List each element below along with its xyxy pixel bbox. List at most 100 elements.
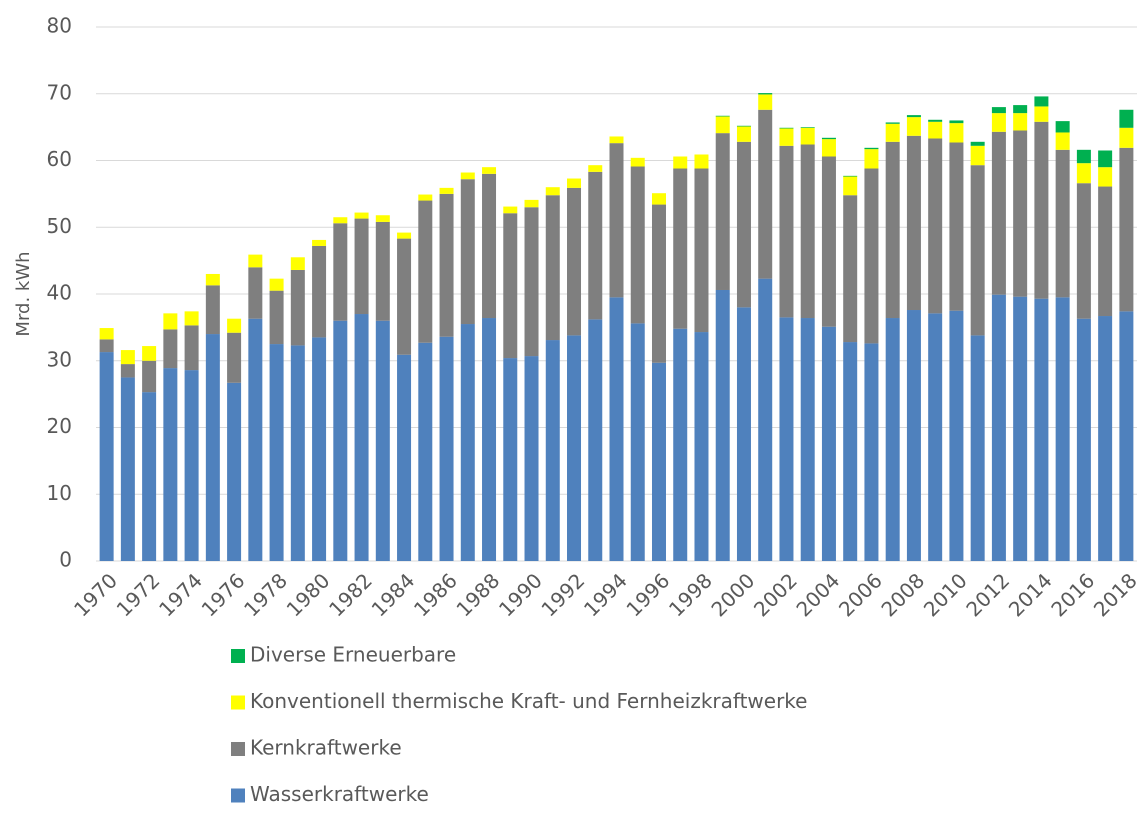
bar-segment [715,115,730,117]
x-tick-label: 2010 [919,568,972,621]
y-tick-label: 60 [47,147,72,171]
y-tick-label: 0 [59,548,72,572]
bar-segment [397,238,412,355]
bar-segment [1034,121,1049,299]
bar-segment [694,168,709,333]
bar-segment [354,314,369,561]
bar-segment [142,360,157,393]
bar-segment [460,324,475,561]
bar-segment [864,149,879,169]
bar-segment [651,362,666,561]
bar-segment [248,318,263,561]
bar-segment [567,187,582,336]
bar-segment [227,318,242,333]
bar-segment [503,358,518,561]
legend-label: Kernkraftwerke [250,736,402,760]
legend-swatch [231,695,245,710]
bar-segment [184,311,199,326]
bar-segment [163,313,178,330]
bar-segment [651,193,666,205]
bar-segment [1119,147,1134,312]
legend-label: Diverse Erneuerbare [250,643,456,667]
bar-segment [312,239,327,246]
bar-segment [1034,298,1049,561]
y-tick-label: 40 [47,281,72,305]
bar-segment [1034,96,1049,107]
bar-segment [333,217,348,224]
x-tick-label: 1982 [324,568,377,621]
x-tick-label: 1992 [536,568,589,621]
y-tick-label: 80 [47,14,72,38]
bar-segment [970,335,985,561]
bar-segment [970,141,985,146]
bar-segment [864,147,879,150]
bar-segment [120,350,135,365]
bar-segment [184,325,199,371]
bar-segment [205,285,220,335]
bar-segment [312,337,327,561]
x-tick-label: 1996 [621,568,674,621]
bar-segment [673,156,688,169]
x-tick-label: 2000 [706,568,759,621]
bar-segment [269,344,284,561]
bar-segment [1055,132,1070,150]
bar-segment [928,313,943,561]
bar-segment [736,126,751,142]
bar-segment [375,320,390,561]
bar-segment [248,254,263,268]
bar-segment [630,323,645,561]
x-tick-label: 1974 [154,568,207,621]
bar-segment [949,310,964,561]
bar-segment [779,127,794,129]
bar-segment [120,364,135,378]
bar-segment [142,346,157,361]
x-tick-label: 1972 [112,568,165,621]
y-axis-title: Mrd. kWh [13,251,34,336]
bar-segment [545,340,560,561]
bar-segment [1055,149,1070,298]
bar-segment [630,157,645,167]
x-tick-label: 1984 [367,568,420,621]
x-tick-label: 1970 [69,568,122,621]
y-tick-label: 30 [47,347,72,371]
bar-segment [843,342,858,561]
bar-segment [418,194,433,201]
bar-segment [439,193,454,337]
bar-segment [460,172,475,180]
bar-segment [609,136,624,144]
bar-segment [821,326,836,561]
bar-segment [928,121,943,139]
bar-segment [205,273,220,286]
bar-segment [1098,186,1113,317]
bar-segment [418,342,433,561]
bar-segment [906,115,921,118]
bar-segment [821,139,836,157]
bar-segment [269,278,284,291]
x-tick-label: 1988 [451,568,504,621]
bar-segment [864,168,879,344]
x-tick-label: 2002 [749,568,802,621]
bar-segment [1034,106,1049,122]
bar-segment [736,307,751,561]
bar-segment [991,131,1006,295]
bar-segment [970,165,985,336]
bar-segment [906,310,921,561]
bar-segment [609,143,624,298]
bar-segment [779,317,794,561]
bar-segment [163,329,178,369]
bar-segment [736,125,751,127]
bar-segment [758,93,773,95]
x-tick-label: 2014 [1004,568,1057,621]
bar-segment [991,294,1006,561]
bar-segment [269,290,284,345]
bar-segment [673,168,688,329]
y-tick-label: 10 [47,481,72,505]
bar-segment [800,127,815,145]
bar-segment [758,109,773,279]
bar-segment [1076,183,1091,319]
bar-segment [630,166,645,324]
bar-segment [120,377,135,561]
bar-segment [184,370,199,561]
bar-segment [673,328,688,561]
